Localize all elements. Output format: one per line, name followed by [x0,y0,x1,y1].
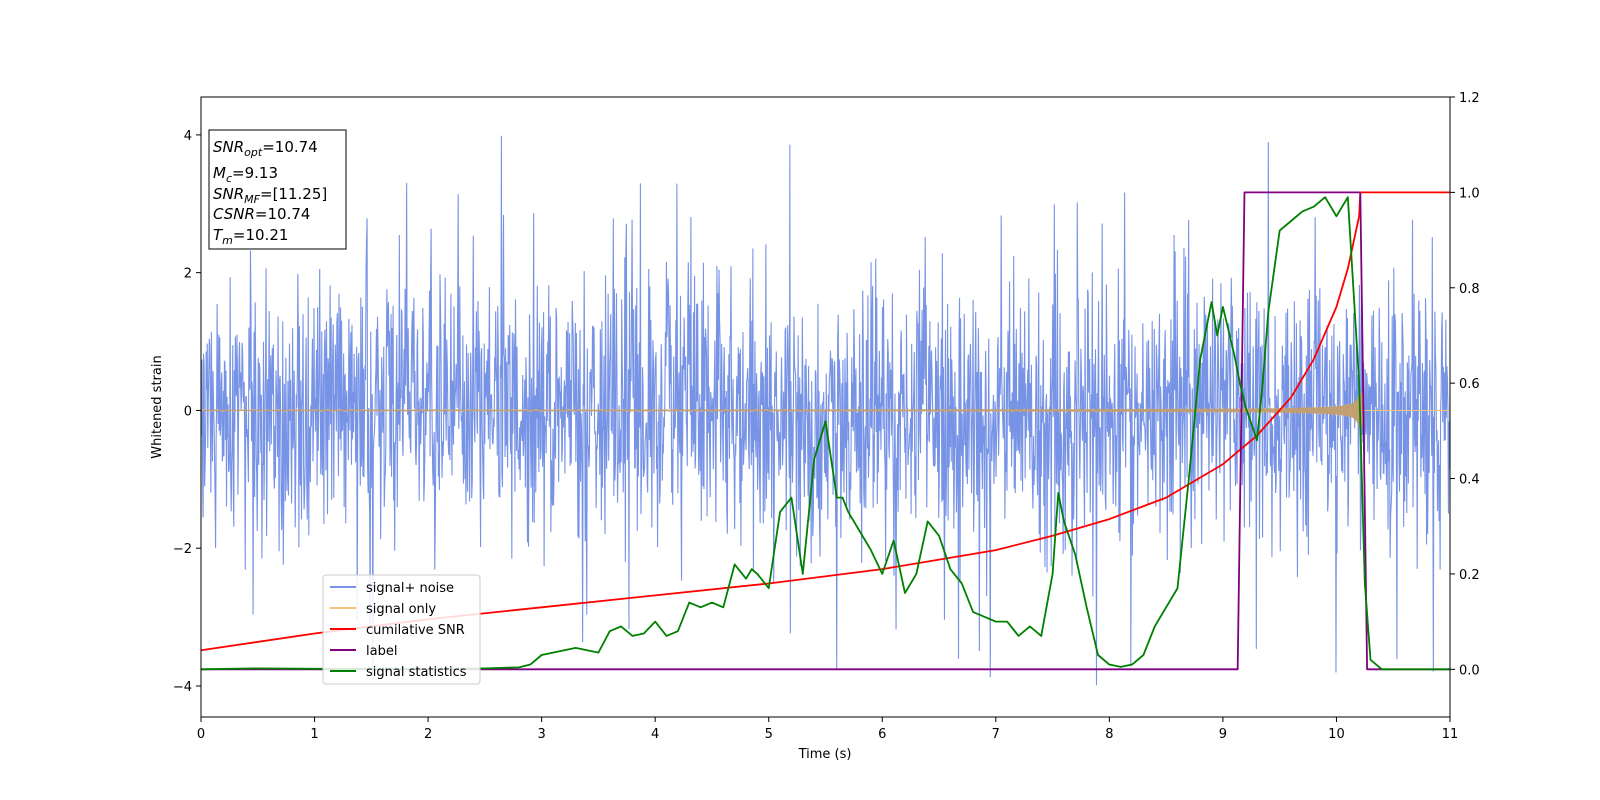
x-tick-label: 1 [310,727,318,742]
y2-tick-label: 0.4 [1459,473,1480,488]
x-tick-label: 11 [1442,727,1459,742]
y-tick-label: 4 [184,129,192,144]
svg-text:Tm=10.21: Tm=10.21 [213,226,288,247]
x-tick-label: 4 [651,727,659,742]
x-axis-label: Time (s) [798,747,852,762]
y2-tick-label: 0.2 [1459,568,1480,583]
y-tick-label: −4 [173,680,192,695]
x-tick-label: 0 [197,727,205,742]
y2-tick-label: 0.6 [1459,377,1480,392]
legend-label-cumulative-snr: cumilative SNR [366,623,465,638]
y-tick-label: 2 [184,267,192,282]
y2-tick-label: 1.2 [1459,91,1480,106]
series-cumulative-snr [201,191,1450,652]
legend-frame [322,574,481,685]
y2-tick-label: 0.0 [1459,663,1480,678]
axes-layer: 0 1 2 3 4 5 6 7 8 9 10 11 −4 −2 0 2 4 0.0 0.2 0.4 0.6 0.8 1.0 1… [173,91,1480,742]
info-snr-mf: =[11.25] [260,185,327,203]
legend-label-signal-noise: signal+ noise [366,581,454,596]
y2-tick-label: 0.8 [1459,282,1480,297]
info-csnr: =10.74 [255,205,311,223]
legend-label-label: label [366,644,397,659]
y2-tick-label: 1.0 [1459,186,1480,201]
series-signal-statistics [201,196,1450,671]
y-axis-label: Whitened strain [150,355,165,458]
x-tick-label: 6 [878,727,886,742]
x-tick-label: 10 [1328,727,1345,742]
info-mc: =9.13 [232,164,278,182]
x-tick-label: 9 [1219,727,1227,742]
x-tick-label: 8 [1105,727,1113,742]
data-layer [201,135,1450,686]
svg-text:SNRMF=[11.25]: SNRMF=[11.25] [213,185,327,206]
legend-label-signal-statistics: signal statistics [366,665,467,680]
info-box: SNRopt=10.74 Mc=9.13 SNRMF=[11.25] CSNR=… [208,129,347,250]
x-tick-label: 7 [992,727,1000,742]
svg-text:SNRopt=10.74: SNRopt=10.74 [213,138,318,159]
signal-only-envelope [201,392,1363,429]
legend: signal+ noise signal only cumilative SNR… [322,574,481,685]
info-tm: =10.21 [233,226,289,244]
x-tick-label: 2 [424,727,432,742]
svg-text:CSNR=10.74: CSNR=10.74 [213,205,310,223]
y-tick-label: 0 [184,404,192,419]
svg-text:Mc=9.13: Mc=9.13 [213,164,278,185]
info-box-frame [208,129,347,250]
info-snr-opt: =10.74 [262,138,318,156]
plot-frame [200,96,1451,718]
y-tick-label: −2 [173,542,192,557]
legend-label-signal-only: signal only [366,602,436,617]
x-tick-label: 5 [765,727,773,742]
x-tick-label: 3 [537,727,545,742]
